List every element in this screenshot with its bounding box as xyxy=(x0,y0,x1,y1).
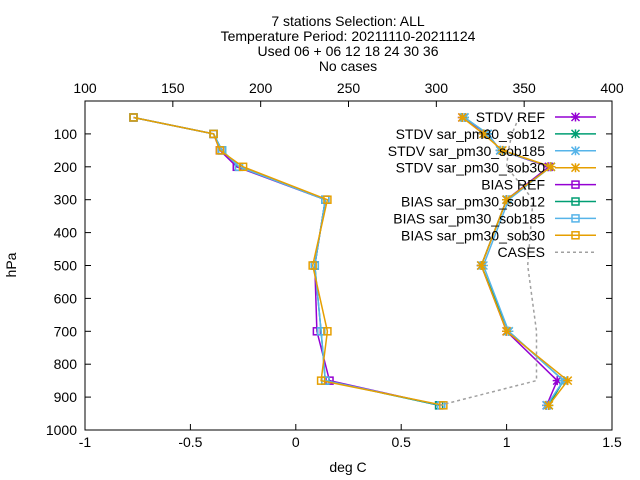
series-line xyxy=(133,116,440,407)
title-line: 7 stations Selection: ALL xyxy=(271,13,425,29)
series-8 xyxy=(439,117,538,407)
data-point-cross xyxy=(502,195,512,205)
y-tick-label: 900 xyxy=(54,389,78,405)
legend-item: CASES xyxy=(498,244,596,260)
legend-item: STDV sar_pm30_sob30 xyxy=(396,160,596,176)
data-point-square xyxy=(238,162,248,172)
y-tick-label: 500 xyxy=(54,258,78,274)
x2-tick-label: 300 xyxy=(425,80,449,96)
data-point-cross xyxy=(570,129,581,139)
legend-label: STDV sar_pm30_sob30 xyxy=(396,160,546,176)
data-point-cross xyxy=(570,163,581,173)
legend-item: BIAS sar_pm30_sob12 xyxy=(401,194,596,210)
y-tick-label: 200 xyxy=(54,159,78,175)
legend-item: BIAS REF xyxy=(481,177,596,193)
x-tick-label: -0.5 xyxy=(178,434,202,450)
y-tick-label: 600 xyxy=(54,290,78,306)
x2-tick-label: 250 xyxy=(337,80,361,96)
data-point-square xyxy=(571,197,580,206)
data-series xyxy=(129,112,573,410)
data-point-square xyxy=(571,214,580,223)
legend-item: STDV sar_pm30_sob185 xyxy=(388,143,596,159)
data-point-square xyxy=(308,261,317,270)
series-7 xyxy=(129,113,448,410)
legend-label: CASES xyxy=(498,244,545,260)
series-line xyxy=(133,116,440,407)
y-tick-label: 700 xyxy=(54,323,78,339)
data-point-square xyxy=(323,195,332,204)
data-point-cross xyxy=(502,326,512,336)
title-line: No cases xyxy=(319,58,377,74)
legend-item: BIAS sar_pm30_sob185 xyxy=(393,210,596,226)
y-tick-label: 800 xyxy=(54,356,78,372)
y-tick-label: 100 xyxy=(54,126,78,142)
x-axis-title: deg C xyxy=(329,459,366,475)
data-point-square xyxy=(316,376,326,385)
title-line: Used 06 + 06 12 18 24 30 36 xyxy=(258,43,439,59)
x2-tick-label: 400 xyxy=(600,80,624,96)
legend-item: STDV sar_pm30_sob12 xyxy=(396,126,596,142)
legend-item: STDV REF xyxy=(476,109,596,125)
y-tick-label: 1000 xyxy=(46,422,77,438)
data-point-square xyxy=(215,146,225,155)
series-3 xyxy=(457,112,573,410)
data-point-cross xyxy=(563,376,573,386)
series-line xyxy=(133,116,444,407)
legend-item: BIAS sar_pm30_sob30 xyxy=(401,227,596,243)
x-tick-label: 0.5 xyxy=(391,434,411,450)
x2-tick-label: 150 xyxy=(161,80,185,96)
legend-label: STDV REF xyxy=(476,109,545,125)
data-point-square xyxy=(323,327,332,336)
data-point-cross xyxy=(570,146,581,156)
axis-ticks: -1 -0.5 0 0.5 1 1.5 100 150 200 250 300 350 400 100 20… xyxy=(46,80,624,450)
data-point-square xyxy=(571,180,580,189)
y-axis-title: hPa xyxy=(3,252,19,277)
legend-label: BIAS sar_pm30_sob185 xyxy=(393,210,545,226)
data-point-cross xyxy=(546,162,556,172)
x-tick-label: -1 xyxy=(79,434,92,450)
data-point-square xyxy=(129,113,138,122)
x-tick-label: 1 xyxy=(503,434,511,450)
y-tick-label: 300 xyxy=(54,192,78,208)
data-point-cross xyxy=(457,112,467,122)
x-tick-label: 1.5 xyxy=(602,434,622,450)
data-point-cross xyxy=(552,376,562,386)
data-point-cross xyxy=(544,400,554,410)
series-line xyxy=(439,117,538,407)
legend-label: BIAS REF xyxy=(481,177,545,193)
data-point-square xyxy=(209,129,218,139)
legend-label: STDV sar_pm30_sob12 xyxy=(396,126,546,142)
legend-label: BIAS sar_pm30_sob30 xyxy=(401,227,545,243)
x2-tick-label: 200 xyxy=(249,80,273,96)
title-line: Temperature Period: 20211110-20211124 xyxy=(221,28,476,44)
legend-label: BIAS sar_pm30_sob12 xyxy=(401,194,545,210)
data-point-cross xyxy=(570,112,581,122)
x-tick-label: 0 xyxy=(292,434,300,450)
legend-label: STDV sar_pm30_sob185 xyxy=(388,143,545,159)
data-point-cross xyxy=(478,129,488,139)
x2-tick-label: 100 xyxy=(73,80,97,96)
x2-tick-label: 350 xyxy=(512,80,536,96)
data-point-square xyxy=(571,231,580,240)
data-point-cross xyxy=(476,260,486,271)
data-point-cross xyxy=(497,145,507,155)
y-tick-label: 400 xyxy=(54,225,78,241)
